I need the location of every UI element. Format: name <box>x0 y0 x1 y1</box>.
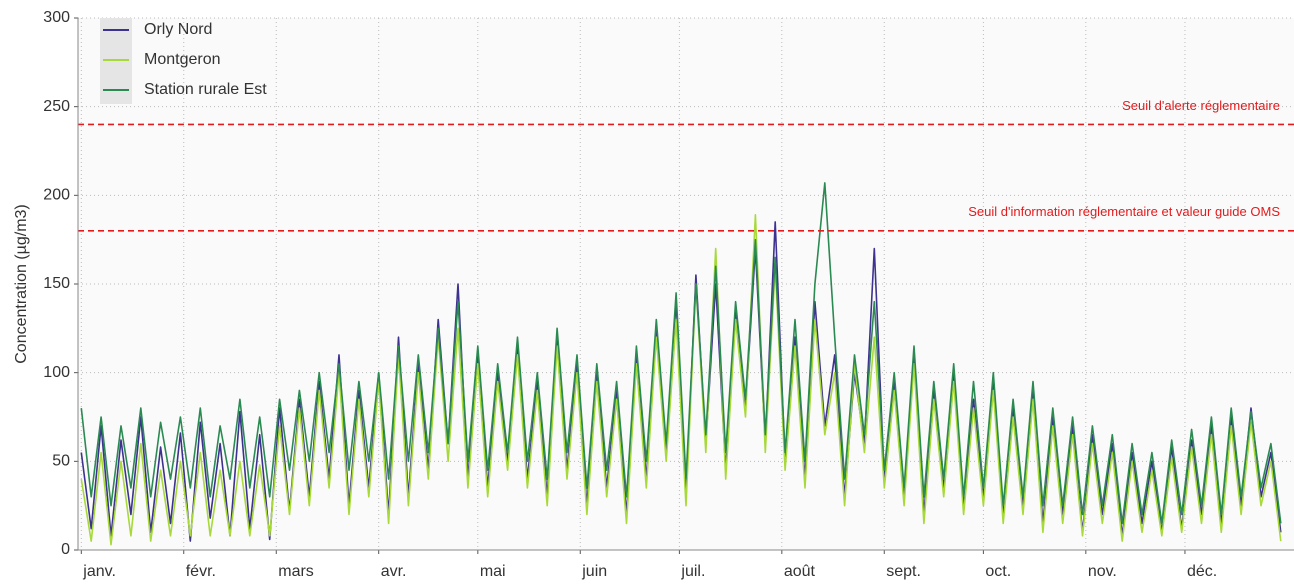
line-series <box>80 214 1282 546</box>
y-axis-label: Concentration (µg/m3) <box>13 204 30 364</box>
y-tick-label: 150 <box>43 275 70 292</box>
x-tick-label: avr. <box>381 563 407 580</box>
x-tick-label: déc. <box>1187 563 1217 580</box>
y-tick-label: 50 <box>52 453 70 470</box>
legend-label: Station rurale Est <box>144 81 267 98</box>
y-tick-label: 0 <box>61 541 70 558</box>
x-tick-label: juil. <box>680 563 705 580</box>
x-tick-label: oct. <box>985 563 1011 580</box>
line-series <box>80 182 1282 525</box>
x-tick-label: févr. <box>186 563 216 580</box>
legend-label: Montgeron <box>144 51 221 68</box>
x-tick-label: nov. <box>1088 563 1117 580</box>
x-tick-label: mars <box>278 563 314 580</box>
legend-label: Orly Nord <box>144 21 212 38</box>
y-tick-label: 200 <box>43 187 70 204</box>
x-tick-label: mai <box>480 563 506 580</box>
reference-label: Seuil d'alerte réglementaire <box>1122 98 1280 113</box>
y-tick-label: 100 <box>43 364 70 381</box>
reference-label: Seuil d'information réglementaire et val… <box>968 204 1280 219</box>
y-tick-label: 300 <box>43 9 70 26</box>
x-tick-label: août <box>784 563 816 580</box>
x-tick-label: sept. <box>886 563 921 580</box>
x-tick-label: janv. <box>82 563 116 580</box>
x-tick-label: juin <box>581 563 607 580</box>
y-tick-label: 250 <box>43 98 70 115</box>
